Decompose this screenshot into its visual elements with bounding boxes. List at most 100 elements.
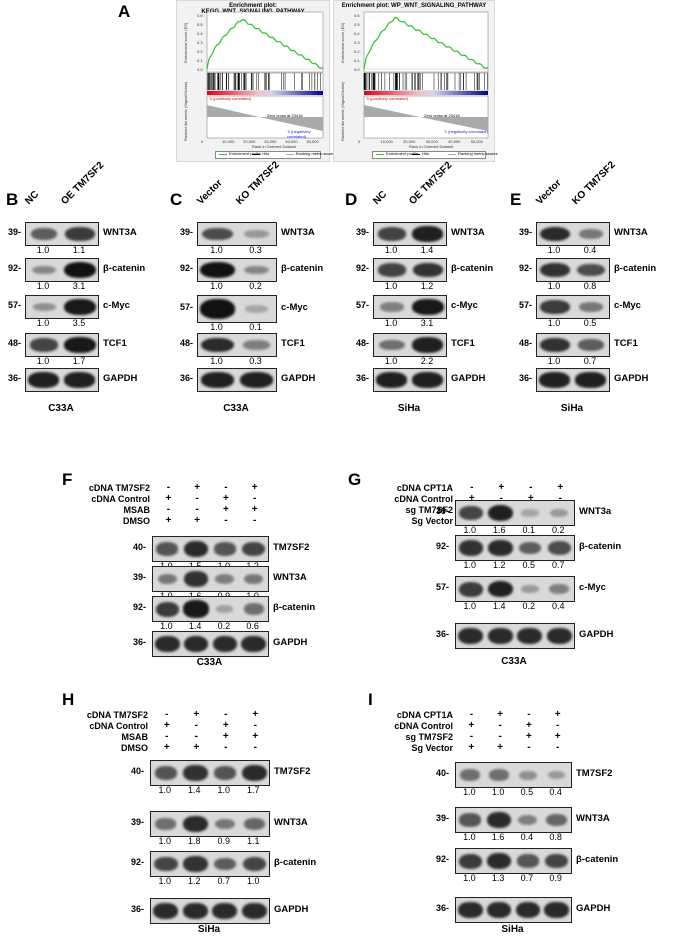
band-signal — [458, 540, 483, 556]
gsea-plot-kegg: Enrichment plot: KEGG_WNT_SIGNALING_PATH… — [176, 0, 335, 162]
blot-row-band — [197, 295, 277, 323]
treatment-sign: + — [525, 720, 532, 731]
protein-label: β-catenin — [103, 263, 146, 274]
ytick-label: 0.4 — [197, 31, 203, 36]
treatment-sign: + — [193, 742, 200, 753]
protein-label: β-catenin — [579, 541, 622, 552]
treatment-sign: - — [555, 720, 560, 731]
treatment-sign: + — [497, 709, 504, 720]
quantification-value: 1.0 — [36, 356, 50, 366]
mw-marker: 36- — [130, 904, 144, 914]
cell-line-label: C33A — [196, 657, 223, 668]
protein-label: β-catenin — [273, 602, 316, 613]
mw-marker: 92- — [130, 857, 144, 867]
protein-label: c-Myc — [451, 300, 478, 311]
panel-label-f: F — [62, 470, 73, 489]
xtick-label: 20,000 — [243, 139, 256, 144]
quantification-value: 1.0 — [463, 787, 476, 797]
band-signal — [539, 226, 571, 242]
ytick-label: 0.6 — [197, 13, 203, 18]
band-signal — [379, 339, 405, 351]
treatment-label: cDNA TM7SF2 — [88, 483, 150, 493]
y-axis-label-es: Enrichment score (ES) — [183, 22, 188, 63]
band-signal — [518, 770, 537, 780]
mw-marker: 92- — [179, 263, 193, 273]
quantification-value: 0.7 — [217, 876, 230, 886]
legend-entry: Enrichment profile — [229, 151, 262, 156]
treatment-sign: + — [554, 731, 561, 742]
band-signal — [518, 541, 541, 555]
band-signal — [459, 813, 482, 827]
mw-marker: 39- — [355, 227, 369, 237]
xtick-label: 0 — [201, 139, 204, 144]
band-signal — [154, 766, 177, 780]
quantification-value: 0.7 — [583, 356, 597, 366]
ranking-gradient-bar — [207, 91, 323, 95]
quantification-value: 0.4 — [551, 601, 565, 611]
mw-marker: 36- — [355, 373, 369, 383]
band-signal — [153, 902, 179, 920]
ytick-label: 0.6 — [354, 13, 360, 18]
quantification-value: 1.0 — [210, 281, 223, 291]
protein-label: GAPDH — [274, 904, 309, 915]
treatment-label: sg TM7SF2 — [405, 732, 453, 742]
band-signal — [546, 814, 567, 826]
band-signal — [487, 539, 513, 557]
band-signal — [65, 227, 95, 241]
ytick-label: 0.2 — [354, 49, 360, 54]
lane-header: NC — [371, 189, 390, 207]
treatment-label: cDNA Control — [89, 721, 148, 731]
treatment-sign: - — [529, 482, 533, 493]
treatment-label: cDNA Control — [91, 494, 150, 504]
cell-line-label: C33A — [48, 403, 74, 414]
band-signal — [243, 265, 270, 275]
band-signal — [577, 263, 605, 277]
blot-row-band — [536, 368, 610, 392]
mw-marker: 48- — [179, 338, 193, 348]
panel-label-g: G — [348, 470, 362, 489]
treatment-sign: - — [527, 742, 531, 753]
band-signal — [199, 299, 235, 319]
mw-marker: 92- — [132, 602, 146, 612]
legend-entry: Enrichment profile — [386, 151, 419, 156]
positive-correlation-label: '0 (positively correlated) — [366, 96, 409, 101]
mw-marker: 40- — [130, 766, 144, 776]
band-signal — [155, 635, 180, 653]
mw-marker: 57- — [435, 582, 449, 592]
treatment-sign: - — [252, 493, 257, 504]
quantification-value: 1.1 — [246, 836, 260, 846]
treatment-sign: - — [253, 742, 257, 753]
band-signal — [459, 505, 483, 521]
treatment-sign: + — [222, 720, 229, 731]
mw-marker: 40- — [132, 542, 146, 552]
treatment-sign: - — [252, 515, 257, 526]
treatment-sign: + — [251, 504, 258, 515]
band-signal — [489, 769, 510, 781]
band-signal — [64, 372, 96, 388]
panel-label-b: B — [6, 190, 19, 209]
quantification-value: 1.0 — [246, 876, 260, 886]
band-signal — [540, 300, 570, 314]
blot-row-band — [152, 536, 269, 562]
band-signal — [241, 764, 267, 782]
protein-label: TCF1 — [103, 338, 127, 349]
band-signal — [243, 340, 270, 350]
band-signal — [486, 901, 512, 919]
quantification-value: 0.7 — [551, 560, 565, 570]
protein-label: WNT3A — [451, 227, 485, 238]
quantification-value: 1.0 — [36, 318, 50, 328]
quantification-value: 1.0 — [547, 281, 561, 291]
quantification-value: 0.1 — [522, 525, 535, 535]
mw-marker: 57- — [355, 300, 369, 310]
quantification-value: 0.2 — [249, 281, 262, 291]
ranking-metric-area — [364, 105, 488, 131]
band-signal — [487, 580, 513, 598]
quantification-value: 1.4 — [492, 601, 506, 611]
cell-line-label: SiHa — [560, 403, 584, 414]
band-signal — [212, 902, 238, 920]
quantification-value: 1.6 — [492, 525, 506, 535]
band-signal — [243, 573, 264, 585]
band-signal — [243, 818, 265, 830]
xtick-label: 50,000 — [470, 139, 483, 144]
band-signal — [521, 509, 539, 517]
